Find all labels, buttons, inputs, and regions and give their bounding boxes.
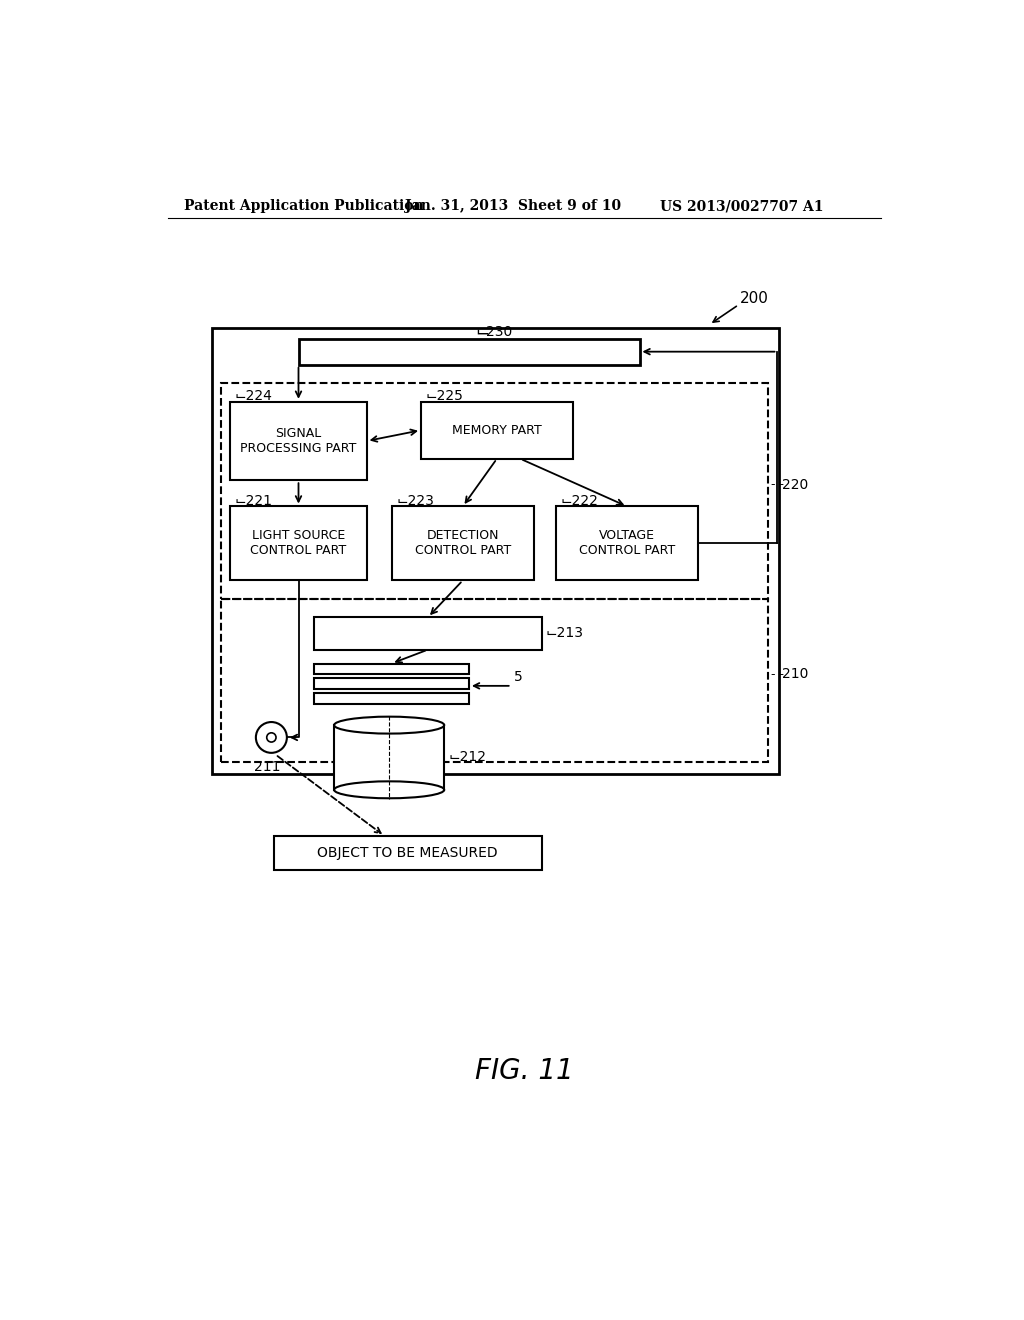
Text: VOLTAGE
CONTROL PART: VOLTAGE CONTROL PART [579,529,675,557]
Bar [391,507,535,581]
Text: ⌙225: ⌙225 [426,389,464,404]
Text: ⌙212: ⌙212 [449,751,486,764]
Ellipse shape [334,781,444,799]
Text: US 2013/0027707 A1: US 2013/0027707 A1 [659,199,823,213]
Bar [299,339,640,364]
Text: 220: 220 [782,478,808,492]
Bar [421,401,572,459]
Bar [230,401,367,480]
Text: OBJECT TO BE MEASURED: OBJECT TO BE MEASURED [317,846,498,859]
Text: MEMORY PART: MEMORY PART [452,424,542,437]
Bar [314,678,469,689]
Text: ⌙222: ⌙222 [560,494,598,508]
Text: 5: 5 [514,669,522,684]
Bar [221,383,768,599]
Text: Patent Application Publication: Patent Application Publication [183,199,424,213]
Text: 210: 210 [782,668,809,681]
Text: Jan. 31, 2013  Sheet 9 of 10: Jan. 31, 2013 Sheet 9 of 10 [406,199,622,213]
Text: - -: - - [771,478,784,491]
Text: ⌙221: ⌙221 [234,494,273,508]
Text: ⌙223: ⌙223 [396,494,434,508]
Bar [334,725,444,789]
Text: LIGHT SOURCE
CONTROL PART: LIGHT SOURCE CONTROL PART [251,529,347,557]
Text: SIGNAL
PROCESSING PART: SIGNAL PROCESSING PART [241,426,356,455]
Text: ⌙: ⌙ [475,322,489,341]
Bar [221,599,768,762]
Text: ⌙224: ⌙224 [234,389,272,404]
Bar [314,618,542,649]
Circle shape [266,733,276,742]
Bar [314,664,469,675]
Bar [230,507,367,581]
Text: FIG. 11: FIG. 11 [475,1057,574,1085]
Ellipse shape [334,717,444,734]
Text: DETECTION
CONTROL PART: DETECTION CONTROL PART [415,529,511,557]
Bar [212,327,779,775]
Bar [314,693,469,704]
Circle shape [256,722,287,752]
Text: - -: - - [771,668,784,681]
Text: 211: 211 [254,760,281,774]
Bar [556,507,698,581]
Bar [273,836,542,870]
Text: 230: 230 [486,325,512,339]
Text: 200: 200 [740,290,769,306]
Text: ⌙213: ⌙213 [546,627,584,640]
